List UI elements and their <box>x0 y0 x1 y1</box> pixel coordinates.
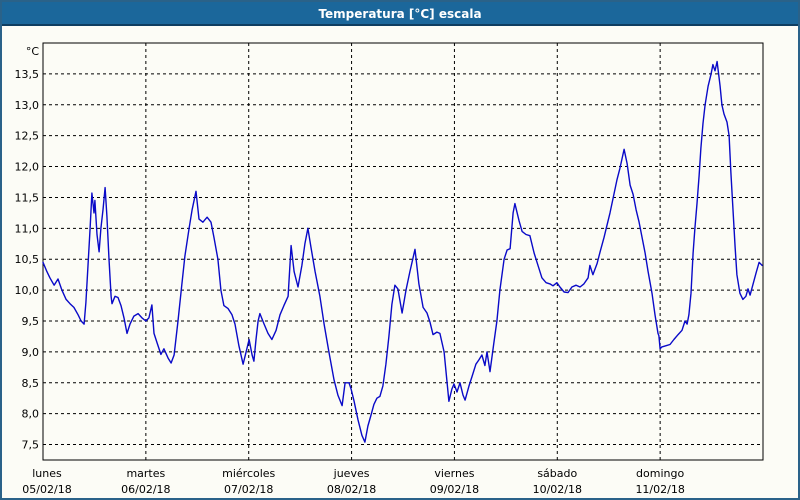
day-name-label: viernes <box>434 467 474 480</box>
window-title: Temperatura [°C] escala <box>318 7 482 21</box>
day-name-label: martes <box>126 467 165 480</box>
day-date-label: 06/02/18 <box>121 483 170 496</box>
y-tick-label: 12,0 <box>15 161 40 174</box>
y-axis-unit-label: °C <box>26 45 40 58</box>
title-bar: Temperatura [°C] escala <box>2 2 798 26</box>
y-tick-label: 8,5 <box>22 377 40 390</box>
y-tick-label: 10,5 <box>15 253 40 266</box>
day-name-label: jueves <box>333 467 370 480</box>
day-date-label: 05/02/18 <box>22 483 71 496</box>
day-date-label: 09/02/18 <box>430 483 479 496</box>
temperature-chart: 13,5 13,0 12,5 12,0 11,5 11,0 10,5 10,0 9,5 9,0 8,… <box>15 42 764 496</box>
plot-border <box>42 42 764 461</box>
temperature-line <box>42 60 763 443</box>
day-date-label: 10/02/18 <box>533 483 582 496</box>
day-name-label: sábado <box>537 467 577 480</box>
day-name-label: miércoles <box>222 467 275 480</box>
y-tick-label: 9,0 <box>22 346 40 359</box>
y-tick-label: 13,0 <box>15 99 40 112</box>
day-date-label: 11/02/18 <box>635 483 684 496</box>
y-tick-label: 9,5 <box>22 315 40 328</box>
day-name-label: domingo <box>636 467 684 480</box>
y-tick-label: 8,0 <box>22 408 40 421</box>
day-date-label: 07/02/18 <box>224 483 273 496</box>
y-tick-label: 12,5 <box>15 130 40 143</box>
y-tick-label: 13,5 <box>15 68 40 81</box>
y-tick-label: 11,0 <box>15 222 40 235</box>
y-tick-label: 7,5 <box>22 439 40 452</box>
day-date-label: 08/02/18 <box>327 483 376 496</box>
day-name-label: lunes <box>32 467 62 480</box>
chart-area: 13,5 13,0 12,5 12,0 11,5 11,0 10,5 10,0 9,5 9,0 8,… <box>2 26 798 498</box>
y-tick-label: 11,5 <box>15 191 40 204</box>
y-tick-label: 10,0 <box>15 284 40 297</box>
